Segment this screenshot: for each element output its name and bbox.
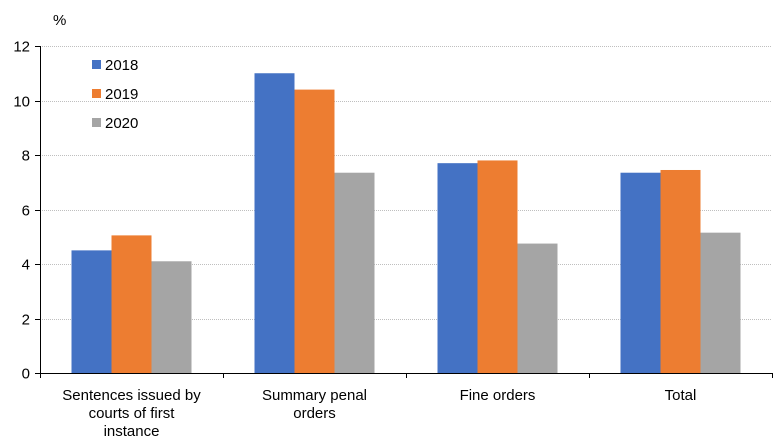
category-label: Summary penal orders <box>262 387 367 422</box>
legend-label-2019: 2019 <box>105 86 138 103</box>
bar-2019-1 <box>294 89 335 373</box>
y-tick-label: 4 <box>22 257 30 274</box>
bar-2018-0 <box>71 250 112 373</box>
legend-label-2018: 2018 <box>105 57 138 74</box>
legend-swatch-2020 <box>92 118 101 127</box>
y-tick-label: 12 <box>13 39 30 56</box>
bars <box>71 73 741 373</box>
bar-2020-0 <box>151 261 192 373</box>
bar-2020-2 <box>517 243 558 373</box>
y-tick-label: 10 <box>13 94 30 111</box>
legend: 2018 2019 2020 <box>92 57 138 132</box>
y-tick-label: 8 <box>22 148 30 165</box>
category-labels: Sentences issued by courts of first instan… <box>62 387 696 440</box>
bar-2020-1 <box>334 172 375 373</box>
bar-2019-2 <box>477 160 518 373</box>
y-tick-label: 2 <box>22 312 30 329</box>
legend-label-2020: 2020 <box>105 115 138 132</box>
category-label: Total <box>665 387 697 404</box>
category-label: Fine orders <box>460 387 536 404</box>
y-tick-labels: 0 2 4 6 8 10 12 <box>13 39 30 383</box>
bar-2018-3 <box>620 172 661 373</box>
bar-2019-3 <box>660 169 701 373</box>
bar-2020-3 <box>700 232 741 373</box>
legend-swatch-2019 <box>92 89 101 98</box>
category-label: Sentences issued by courts of first instan… <box>62 387 201 440</box>
bar-2019-0 <box>111 235 152 373</box>
axes <box>35 46 773 378</box>
y-axis-unit-label: % <box>53 12 66 29</box>
legend-swatch-2018 <box>92 60 101 69</box>
bar-2018-1 <box>254 73 295 373</box>
bar-2018-2 <box>437 163 478 373</box>
y-tick-label: 0 <box>22 366 30 383</box>
y-tick-label: 6 <box>22 203 30 220</box>
